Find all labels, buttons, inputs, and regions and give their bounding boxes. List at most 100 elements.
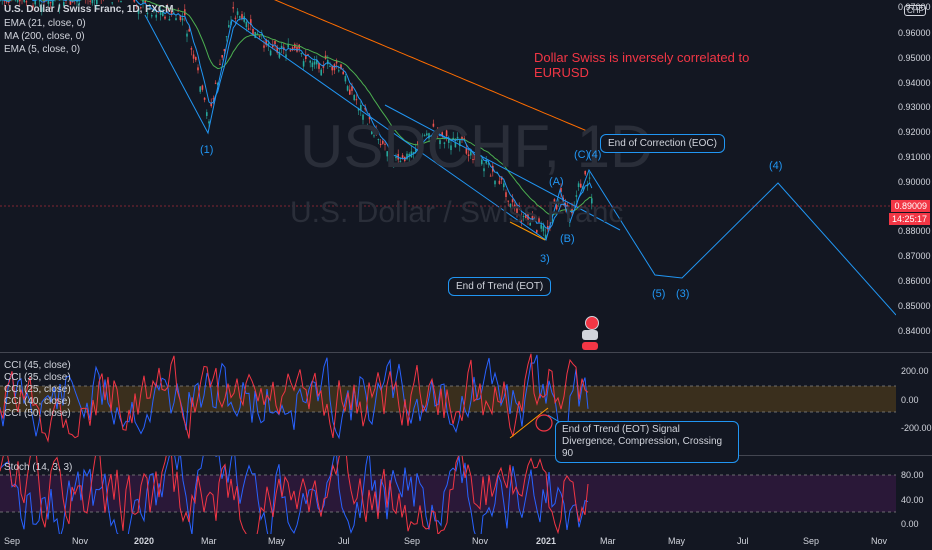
indicator-ema21[interactable]: EMA (21, close, 0): [4, 18, 86, 29]
indicator-ma200[interactable]: MA (200, close, 0): [4, 31, 85, 42]
candle-body: [309, 60, 311, 63]
candle-body: [190, 48, 193, 50]
pane-divider[interactable]: [0, 455, 932, 456]
candle-body: [478, 154, 481, 159]
price-tick: 0.96000: [898, 28, 931, 38]
cci-label-25[interactable]: CCI (25, close): [4, 384, 71, 395]
candle-body: [452, 137, 454, 139]
price-chart-canvas[interactable]: [0, 0, 896, 352]
candle-body: [52, 1, 54, 6]
cci-pane-canvas[interactable]: [0, 353, 896, 455]
candle-body: [540, 224, 542, 229]
candle-body: [516, 208, 518, 213]
candle-body: [377, 139, 380, 141]
candle-body: [503, 183, 505, 188]
candle-body: [247, 28, 250, 30]
cci-label-40[interactable]: CCI (40, close): [4, 396, 71, 407]
wave-label-4b: (4): [769, 160, 783, 172]
candle-body: [485, 160, 487, 164]
candle-body: [382, 140, 384, 144]
candle-body: [474, 154, 476, 161]
stoch-tick: 40.00: [901, 495, 924, 505]
wave-label-3b: (3): [676, 288, 690, 300]
event-flag-icon[interactable]: [585, 316, 599, 330]
candle-body: [575, 195, 578, 197]
candle-body: [287, 44, 289, 48]
candle-body: [417, 140, 419, 145]
time-tick: Jul: [338, 536, 350, 546]
dividend-icon[interactable]: [582, 342, 598, 350]
candle-body: [316, 59, 318, 65]
candle-body: [443, 142, 446, 144]
candle-body: [203, 97, 206, 100]
cci-label-35[interactable]: CCI (35, close): [4, 372, 71, 383]
callout-eot-signal[interactable]: End of Trend (EOT) Signal Divergence, Co…: [555, 421, 739, 463]
candle-body: [401, 155, 404, 159]
wave-projection-line: [144, 14, 896, 316]
candle-body: [151, 15, 153, 17]
candle-body: [241, 14, 243, 20]
candle-body: [76, 0, 78, 3]
candle-body: [375, 130, 377, 135]
price-tick: 0.91000: [898, 152, 931, 162]
currency-badge[interactable]: CHF: [904, 5, 927, 16]
candle-body: [529, 223, 531, 226]
candle-body: [456, 136, 459, 138]
candle-body: [302, 61, 305, 67]
candle-body: [360, 104, 362, 111]
candle-body: [243, 16, 245, 22]
candle-body: [390, 152, 393, 158]
candle-body: [342, 71, 344, 75]
candle-body: [265, 39, 267, 46]
candle-body: [373, 135, 375, 137]
candle-body: [531, 216, 534, 220]
candle-body: [311, 62, 314, 68]
candle-body: [465, 148, 468, 154]
candle-body: [170, 10, 173, 15]
pane-divider[interactable]: [0, 352, 932, 353]
callout-end-of-correction[interactable]: End of Correction (EOC): [600, 134, 725, 153]
candle-body: [551, 218, 553, 222]
stoch-label[interactable]: Stoch (14, 3, 3): [4, 462, 73, 473]
price-tick: 0.93000: [898, 102, 931, 112]
candle-body: [419, 135, 421, 138]
candle-body: [197, 67, 199, 71]
candle-body: [168, 19, 171, 21]
main-title[interactable]: U.S. Dollar / Swiss Franc, 1D, FXCM: [4, 4, 174, 15]
candle-body: [294, 44, 296, 49]
price-tick: 0.90000: [898, 177, 931, 187]
candle-body: [69, 0, 72, 5]
candle-body: [351, 86, 353, 91]
candle-body: [489, 175, 492, 177]
cci-label-50[interactable]: CCI (50, close): [4, 408, 71, 419]
candle-body: [423, 135, 426, 137]
candle-body: [384, 143, 386, 145]
candle-body: [555, 204, 558, 210]
time-tick: Nov: [472, 536, 489, 546]
candle-body: [175, 18, 177, 21]
candle-body: [34, 0, 36, 5]
candle-body: [278, 51, 281, 58]
price-axis[interactable]: CHF 0.97000 0.96000 0.95000 0.94000 0.93…: [896, 0, 932, 550]
indicator-ema5[interactable]: EMA (5, close, 0): [4, 44, 81, 55]
candle-body: [186, 33, 188, 37]
candle-body: [221, 54, 223, 58]
candle-body: [476, 153, 479, 157]
candle-body: [467, 154, 470, 157]
candle-body: [547, 226, 549, 230]
cci-label-45[interactable]: CCI (45, close): [4, 360, 71, 371]
candle-body: [120, 0, 122, 2]
candle-body: [577, 183, 580, 188]
candle-body: [426, 133, 428, 136]
candle-body: [225, 36, 228, 38]
time-axis[interactable]: Sep Nov 2020 Mar May Jul Sep Nov 2021 Ma…: [0, 534, 896, 550]
earnings-icon[interactable]: [582, 330, 598, 340]
candle-body: [412, 152, 415, 155]
callout-end-of-trend[interactable]: End of Trend (EOT): [448, 277, 552, 296]
candle-body: [483, 168, 485, 172]
stoch-pane-canvas[interactable]: [0, 456, 896, 534]
candle-body: [250, 19, 252, 26]
candle-body: [256, 33, 259, 35]
candle-body: [454, 142, 457, 148]
candle-body: [461, 136, 463, 140]
